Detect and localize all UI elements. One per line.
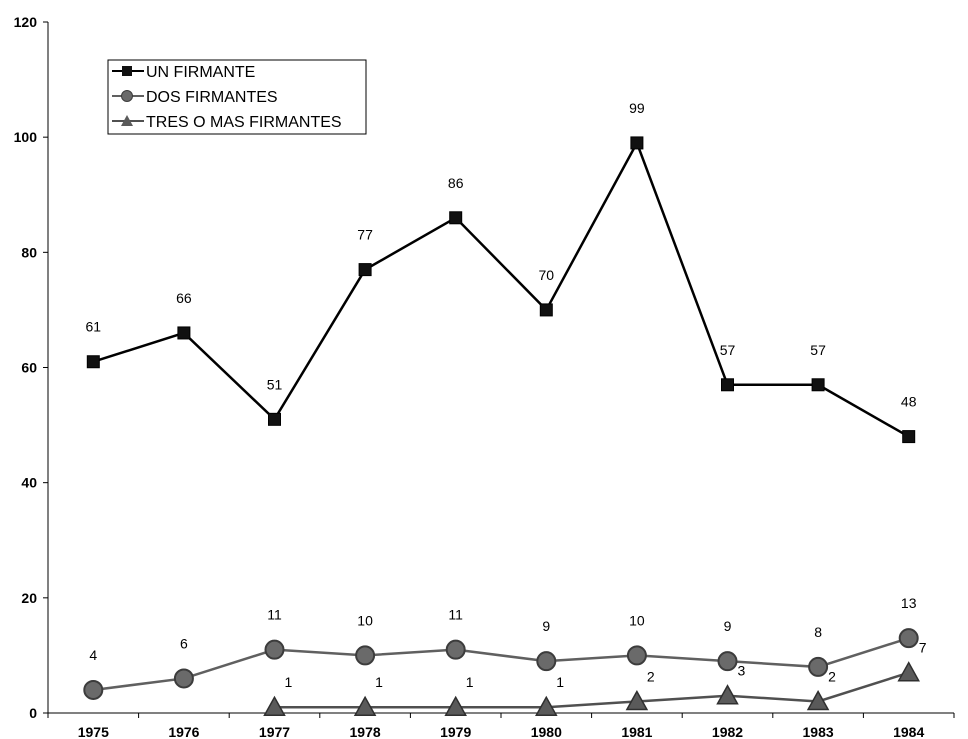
data-label: 6 [180, 635, 188, 651]
data-point [717, 651, 738, 672]
data-point [173, 668, 194, 689]
legend-marker [122, 66, 132, 76]
data-label: 11 [267, 607, 282, 623]
legend-label: TRES O MAS FIRMANTES [146, 114, 342, 131]
data-point [355, 645, 376, 666]
data-point [808, 656, 829, 677]
data-label: 2 [828, 668, 836, 684]
x-tick-label: 1976 [168, 724, 199, 739]
data-point [268, 412, 281, 426]
legend-items: UN FIRMANTE DOS FIRMANTES TRES O MAS FIRMA… [112, 64, 342, 131]
x-tick-label: 1979 [440, 724, 471, 739]
data-point [83, 679, 104, 700]
data-point [177, 326, 191, 340]
data-point [449, 211, 463, 225]
data-point [536, 651, 557, 672]
y-tick-label: 80 [21, 244, 37, 260]
data-point [264, 639, 285, 660]
data-label: 70 [539, 267, 555, 283]
y-tick-label: 20 [21, 590, 37, 606]
x-tick-label: 1975 [78, 724, 109, 739]
y-tick-label: 120 [14, 14, 38, 30]
legend-item: TRES O MAS FIRMANTES [112, 114, 342, 131]
x-tick-label: 1984 [893, 724, 924, 739]
data-label: 1 [556, 674, 564, 690]
legend-item: UN FIRMANTE [112, 64, 255, 81]
data-label: 77 [357, 227, 373, 243]
data-label: 8 [814, 624, 822, 640]
y-tick-label: 60 [21, 360, 37, 376]
data-point [721, 378, 734, 392]
y-axis-ticks: 0 20 40 60 80 100 120 [14, 14, 48, 721]
data-label: 57 [810, 342, 826, 358]
series-square [86, 136, 916, 444]
series-line [92, 139, 910, 438]
data-point [902, 430, 916, 444]
legend-marker [121, 115, 133, 126]
x-tick-label: 1983 [803, 724, 834, 739]
data-label: 13 [901, 595, 917, 611]
data-label: 2 [647, 668, 655, 684]
legend-label: DOS FIRMANTES [146, 89, 278, 106]
data-point [445, 639, 466, 660]
legend-marker [121, 90, 133, 102]
data-point [535, 695, 558, 716]
data-label: 57 [720, 342, 736, 358]
data-label: 51 [267, 376, 283, 392]
data-point [630, 136, 644, 150]
data-point [626, 645, 647, 666]
data-point [353, 695, 377, 716]
x-tick-label: 1982 [712, 724, 743, 739]
data-point [811, 378, 825, 392]
legend-box [107, 59, 367, 135]
data-label: 61 [86, 319, 102, 335]
data-label: 10 [357, 612, 373, 628]
data-label: 1 [375, 674, 383, 690]
series-layer [83, 136, 920, 716]
data-label: 11 [448, 607, 463, 623]
data-label: 48 [901, 394, 917, 410]
chart-legend: UN FIRMANTE DOS FIRMANTES TRES O MAS FIRMA… [107, 59, 367, 135]
data-point [444, 695, 467, 716]
y-tick-label: 100 [14, 129, 38, 145]
data-label: 10 [629, 612, 645, 628]
x-axis-ticks: 1975 1976 1977 1978 1979 1980 1981 1982 1983 1984 [47, 713, 955, 739]
data-label: 66 [176, 290, 192, 306]
x-tick-label: 1978 [350, 724, 381, 739]
y-tick-label: 40 [21, 475, 37, 491]
data-label: 99 [629, 100, 645, 116]
data-point [263, 695, 286, 716]
data-point [625, 689, 649, 711]
data-label: 7 [919, 640, 927, 656]
data-point [716, 684, 739, 705]
data-point [539, 303, 553, 317]
data-label: 3 [738, 663, 746, 679]
x-tick-label: 1977 [259, 724, 290, 739]
data-point [897, 661, 920, 682]
data-point [86, 355, 100, 369]
data-label: 86 [448, 175, 464, 191]
data-label: 9 [724, 618, 732, 634]
data-point [898, 628, 919, 649]
y-tick-label: 0 [29, 705, 37, 721]
data-label: 4 [89, 647, 97, 663]
legend-label: UN FIRMANTE [146, 64, 255, 81]
series-circle [83, 628, 919, 700]
legend-item: DOS FIRMANTES [112, 89, 278, 106]
x-tick-label: 1980 [531, 724, 562, 739]
series-line [93, 636, 910, 692]
data-label: 9 [542, 618, 550, 634]
data-point [806, 689, 830, 711]
series-line [274, 671, 910, 709]
series-triangle [263, 661, 920, 716]
x-tick-label: 1981 [621, 724, 652, 739]
data-point [358, 263, 372, 277]
data-label: 1 [466, 674, 474, 690]
data-label: 1 [285, 674, 293, 690]
